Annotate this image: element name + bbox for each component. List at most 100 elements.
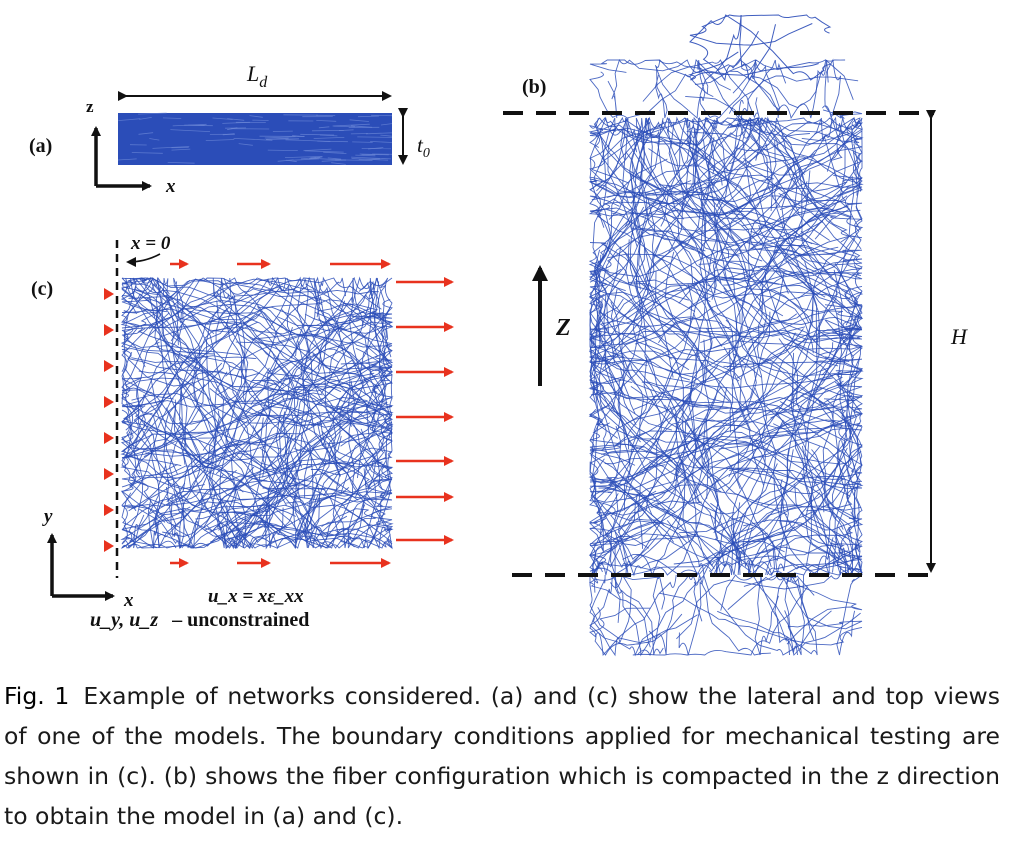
- fiber-strand: [714, 117, 763, 294]
- fiber-strand: [157, 370, 279, 429]
- fiber-strand: [121, 321, 236, 480]
- fiber-strand: [209, 388, 394, 541]
- fiber-strand: [331, 162, 346, 165]
- fiber-strand: [187, 473, 224, 549]
- fiber-strand: [589, 356, 833, 389]
- fixed-support-marker: [104, 288, 114, 300]
- fiber-strand: [589, 207, 690, 381]
- fiber-strand: [620, 117, 629, 203]
- fiber-strand: [316, 120, 337, 122]
- fiber-strand: [725, 244, 863, 299]
- fiber-strand: [138, 370, 365, 424]
- fiber-strand: [734, 447, 848, 495]
- fiber-strand: [685, 207, 864, 387]
- fiber-strand: [655, 505, 838, 576]
- fiber-strand: [304, 150, 344, 153]
- fiber-strand: [589, 59, 732, 119]
- fiber-strand: [370, 141, 393, 143]
- fixed-support-markers: [104, 288, 114, 552]
- fiber-strand: [589, 298, 728, 408]
- fiber-strand: [750, 117, 864, 250]
- fiber-strand: [311, 427, 392, 549]
- compacted-network-slab: [118, 113, 392, 165]
- fiber-strand: [305, 283, 378, 422]
- fiber-strand: [293, 158, 319, 161]
- fiber-strand: [794, 483, 863, 531]
- fiber-strand: [698, 139, 777, 255]
- fiber-strand: [650, 421, 846, 509]
- axis-x-label-c: x: [123, 590, 134, 611]
- fiber-strand: [698, 205, 849, 265]
- fiber-strand: [607, 58, 726, 119]
- fiber-strand: [728, 349, 765, 486]
- fiber-strand: [270, 388, 393, 481]
- panel-c-label: (c): [31, 278, 53, 300]
- fiber-strand: [588, 117, 759, 278]
- fiber-strand: [117, 158, 137, 161]
- fiber-strand: [721, 279, 851, 347]
- fiber-strand: [727, 574, 863, 645]
- fiber-strand: [121, 352, 185, 549]
- fiber-strand: [212, 117, 233, 120]
- fiber-strand: [708, 117, 810, 324]
- fixed-support-marker: [104, 324, 114, 336]
- fiber-strand: [647, 117, 797, 272]
- fiber-strand: [118, 118, 141, 121]
- fiber-strand: [249, 115, 263, 118]
- fiber-strand: [701, 137, 736, 433]
- fiber-strand: [204, 476, 321, 549]
- fiber-strand: [686, 117, 800, 214]
- fiber-strand: [589, 117, 700, 148]
- fiber-strand: [708, 546, 863, 576]
- fiber-strand: [266, 138, 300, 140]
- fiber-strand: [688, 327, 713, 451]
- fixed-support-marker: [104, 540, 114, 552]
- fiber-strand: [198, 433, 376, 506]
- fiber-strand: [128, 370, 291, 512]
- fiber-strand: [227, 127, 238, 131]
- fiber-strand: [695, 151, 863, 244]
- fiber-strand: [589, 233, 706, 403]
- fiber-strand: [300, 133, 335, 136]
- fiber-strand: [618, 490, 699, 577]
- fiber-strand: [836, 574, 863, 656]
- fiber-strand: [701, 311, 771, 482]
- fiber-strand: [239, 368, 384, 461]
- fiber-strand: [217, 466, 355, 550]
- fiber-strand: [121, 295, 277, 339]
- fiber-strand: [597, 117, 830, 241]
- fiber-strand: [805, 438, 850, 567]
- fiber-strand: [661, 328, 804, 366]
- fiber-strand: [707, 117, 864, 202]
- fiber-strand: [642, 59, 760, 119]
- fiber-strand: [689, 14, 832, 46]
- fiber-strand: [258, 277, 364, 344]
- fiber-strand: [589, 574, 677, 657]
- panel-b-label: (b): [522, 76, 546, 98]
- fiber-strand: [327, 378, 393, 549]
- slab-fiber-texture: [117, 112, 393, 165]
- fiber-strand: [138, 132, 154, 135]
- fiber-strand: [678, 574, 832, 656]
- fiber-strand: [323, 151, 347, 154]
- fiber-strand: [677, 116, 762, 347]
- fiber-strand: [588, 574, 658, 648]
- fiber-strand: [600, 387, 728, 484]
- fiber-strand: [684, 434, 789, 576]
- fiber-strand: [227, 118, 245, 121]
- fiber-strand: [222, 121, 251, 124]
- fiber-strand: [687, 116, 744, 218]
- fiber-strand: [654, 59, 709, 119]
- fiber-strand: [729, 117, 862, 250]
- fiber-strand: [121, 328, 273, 424]
- fiber-strand: [352, 141, 373, 143]
- fiber-strand: [759, 357, 863, 418]
- fiber-strand: [754, 387, 834, 576]
- fiber-strand: [180, 277, 379, 324]
- fiber-strand: [139, 117, 152, 120]
- fiber-strand: [588, 180, 692, 360]
- fiber-strand: [741, 506, 864, 576]
- fiber-strand: [712, 319, 863, 349]
- fiber-strand: [589, 117, 695, 251]
- fiber-strand: [312, 276, 374, 374]
